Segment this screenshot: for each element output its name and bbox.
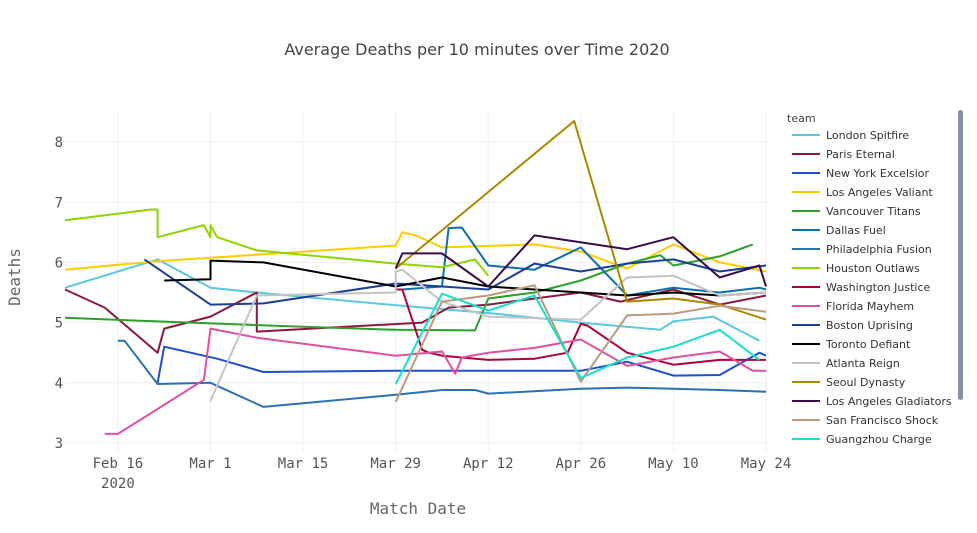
legend-title: team (787, 112, 816, 125)
legend-label: Los Angeles Gladiators (826, 395, 952, 408)
legend-item-los-angeles-valiant[interactable]: Los Angeles Valiant (792, 186, 933, 199)
legend-label: Guangzhou Charge (826, 433, 932, 446)
legend-item-paris-eternal[interactable]: Paris Eternal (792, 148, 895, 161)
legend-item-houston-outlaws[interactable]: Houston Outlaws (792, 262, 920, 275)
legend-label: Toronto Defiant (825, 338, 911, 351)
legend-item-philadelphia-fusion[interactable]: Philadelphia Fusion (792, 243, 932, 256)
legend-item-boston-uprising[interactable]: Boston Uprising (792, 319, 913, 332)
series-line-florida-mayhem[interactable] (104, 327, 766, 435)
series-line-dallas-fuel[interactable] (402, 226, 767, 297)
legend-item-seoul-dynasty[interactable]: Seoul Dynasty (792, 376, 906, 389)
legend-item-new-york-excelsior[interactable]: New York Excelsior (792, 167, 930, 180)
legend-label: Vancouver Titans (826, 205, 921, 218)
legend-item-dallas-fuel[interactable]: Dallas Fuel (792, 224, 886, 237)
y-tick-label: 4 (55, 376, 63, 392)
legend-item-washington-justice[interactable]: Washington Justice (792, 281, 931, 294)
legend-label: Seoul Dynasty (826, 376, 906, 389)
x-tick-label: Mar 15 (278, 456, 329, 472)
legend-label: New York Excelsior (826, 167, 930, 180)
legend-item-london-spitfire[interactable]: London Spitfire (792, 129, 909, 142)
legend-label: Los Angeles Valiant (826, 186, 933, 199)
x-tick-label: Apr 12 (463, 456, 514, 472)
x-axis-ticks: Feb 16 2020 Mar 1 Mar 15 Mar 29 Apr 12 Apr 26 M… (93, 456, 792, 492)
legend-label: Boston Uprising (826, 319, 913, 332)
series-line-london-spitfire[interactable] (64, 258, 760, 342)
legend-label: London Spitfire (826, 129, 909, 142)
x-tick-label: Mar 1 (189, 456, 231, 472)
legend-label: Houston Outlaws (826, 262, 920, 275)
legend-label: Paris Eternal (826, 148, 895, 161)
x-tick-sublabel: 2020 (101, 476, 135, 492)
series-lines (64, 120, 767, 435)
y-tick-label: 5 (55, 316, 63, 332)
legend-item-atlanta-reign[interactable]: Atlanta Reign (792, 357, 900, 370)
legend-item-toronto-defiant[interactable]: Toronto Defiant (792, 338, 911, 351)
y-tick-label: 6 (55, 255, 63, 271)
legend-label: Florida Mayhem (826, 300, 914, 313)
y-tick-label: 3 (55, 436, 63, 452)
legend-item-san-francisco-shock[interactable]: San Francisco Shock (792, 414, 939, 427)
series-line-vancouver-titans[interactable] (64, 243, 754, 332)
series-line-guangzhou-charge[interactable] (394, 292, 761, 385)
series-line-los-angeles-gladiators[interactable] (394, 234, 767, 288)
legend-label: Washington Justice (826, 281, 931, 294)
legend-scrollbar[interactable] (958, 110, 963, 400)
legend-label: San Francisco Shock (826, 414, 939, 427)
y-tick-label: 7 (55, 195, 63, 211)
legend-label: Dallas Fuel (826, 224, 886, 237)
y-tick-label: 8 (55, 135, 63, 151)
chart-title: Average Deaths per 10 minutes over Time … (284, 40, 669, 59)
x-tick-label: May 24 (741, 456, 792, 472)
legend-item-los-angeles-gladiators[interactable]: Los Angeles Gladiators (792, 395, 952, 408)
legend-item-florida-mayhem[interactable]: Florida Mayhem (792, 300, 914, 313)
legend-label: Philadelphia Fusion (826, 243, 932, 256)
series-line-houston-outlaws[interactable] (64, 208, 490, 277)
legend-item-guangzhou-charge[interactable]: Guangzhou Charge (792, 433, 932, 446)
series-line-boston-uprising[interactable] (143, 258, 767, 306)
y-axis-ticks: 3 4 5 6 7 8 (55, 135, 63, 452)
legend[interactable]: team London Spitfire Paris Eternal New Yor… (787, 110, 963, 446)
series-line-new-york-excelsior[interactable] (156, 345, 767, 383)
x-tick-label: Apr 26 (556, 456, 607, 472)
series-line-atlanta-reign[interactable] (209, 268, 767, 402)
legend-item-vancouver-titans[interactable]: Vancouver Titans (792, 205, 921, 218)
x-tick-label: May 10 (648, 456, 699, 472)
y-axis-label: Deaths (5, 248, 24, 306)
series-line-los-angeles-valiant[interactable] (64, 231, 767, 273)
legend-label: Atlanta Reign (826, 357, 900, 370)
x-axis-label: Match Date (370, 499, 466, 518)
series-line-philadelphia-fusion[interactable] (117, 339, 767, 408)
series-line-washington-justice[interactable] (395, 288, 766, 366)
x-tick-label: Mar 29 (370, 456, 421, 472)
x-tick-label: Feb 16 (93, 456, 144, 472)
